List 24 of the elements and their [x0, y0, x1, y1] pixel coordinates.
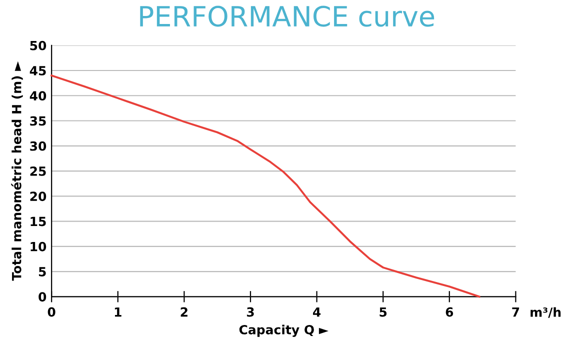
- y-tick-label: 20: [30, 192, 46, 202]
- chart-title: PERFORMANCE curve: [140, 6, 434, 27]
- y-tick-label: 15: [30, 216, 46, 226]
- x-tick-label: 6: [446, 307, 454, 317]
- x-tick-label: 7: [512, 307, 520, 317]
- y-tick-label: 45: [30, 66, 46, 76]
- x-tick-label: 0: [48, 307, 56, 317]
- y-tick-label: 50: [30, 40, 46, 50]
- x-tick-label: 4: [313, 307, 321, 317]
- x-tick-label: 2: [180, 307, 188, 317]
- text: m³/h: [530, 307, 561, 318]
- x-axis-title: Capacity Q ►: [239, 324, 328, 337]
- x-tick-label: 3: [246, 307, 254, 317]
- y-tick-label: 35: [30, 116, 46, 126]
- y-tick-label: 30: [30, 141, 46, 151]
- y-tick-label: 25: [30, 166, 46, 176]
- y-tick-label: 40: [30, 91, 46, 101]
- y-tick-label: 0: [38, 292, 46, 302]
- x-tick-label: 1: [114, 307, 122, 317]
- y-tick-label: 10: [30, 242, 46, 252]
- x-tick-label: 5: [380, 307, 387, 317]
- line-series: [50, 74, 480, 298]
- y-tick-label: 5: [38, 267, 46, 276]
- y-axis-title: Total manométric head H (m) ►: [11, 61, 23, 281]
